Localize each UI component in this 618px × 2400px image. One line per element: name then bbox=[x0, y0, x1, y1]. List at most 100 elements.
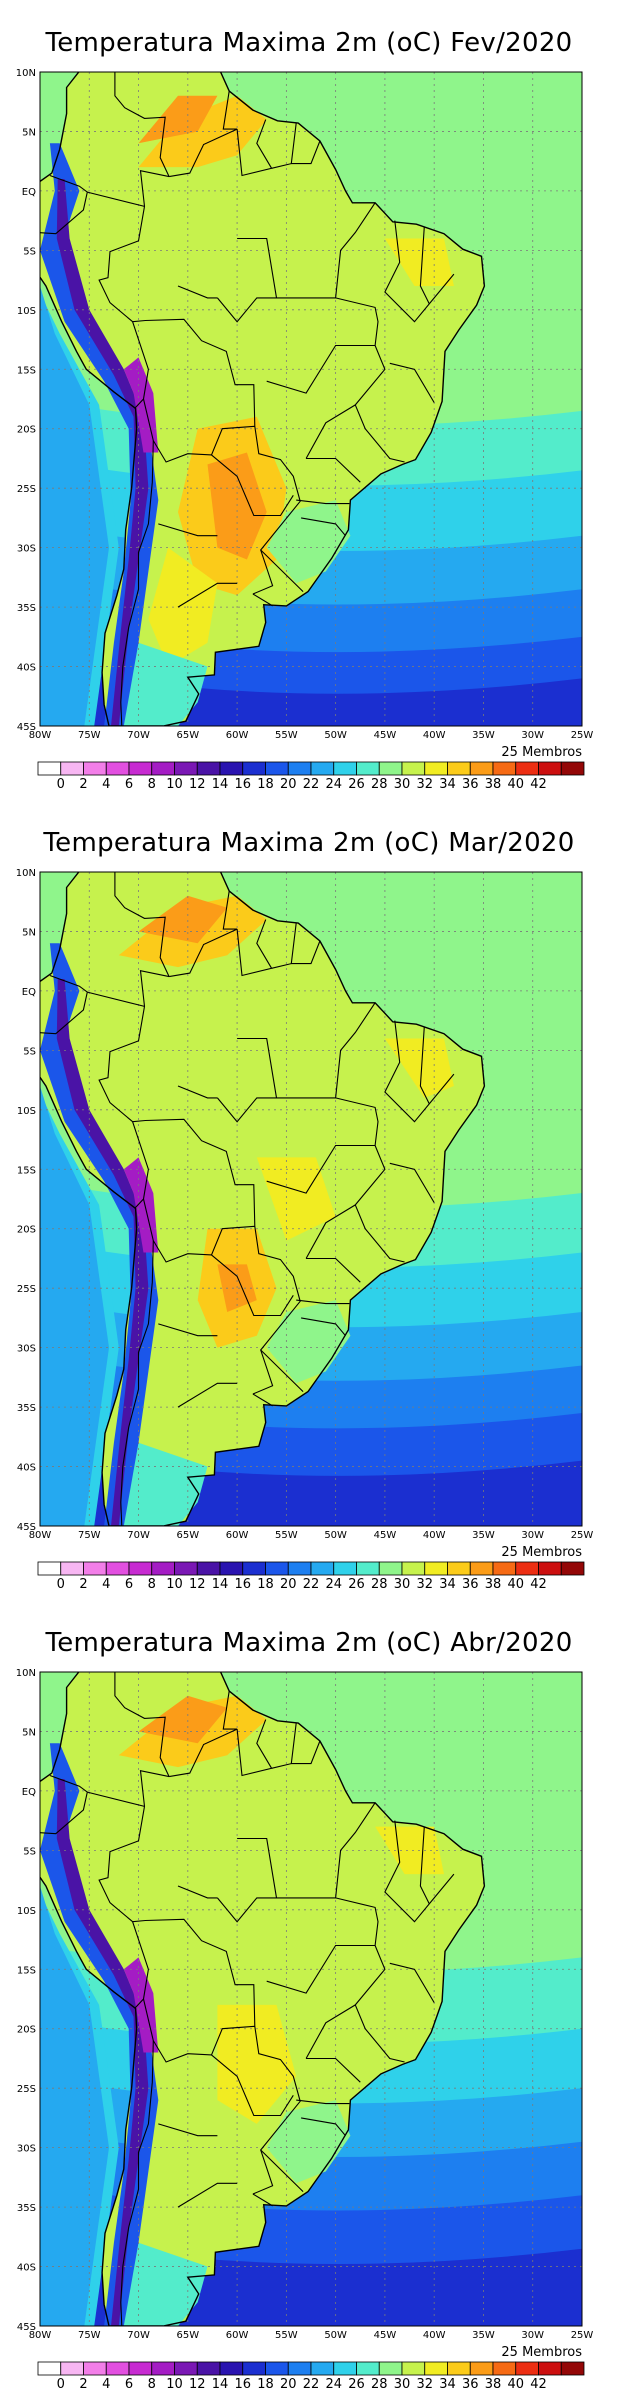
colorbar-label: 28 bbox=[371, 777, 388, 792]
country-border bbox=[291, 1740, 321, 1765]
temperature-map: 80W 75W 70W 65W 60W 55W 50W 45W 40W 35W 30W 25W 10N 5… bbox=[16, 1668, 594, 2392]
colorbar-label: 0 bbox=[57, 777, 65, 792]
country-border bbox=[158, 523, 218, 537]
colorbar-swatch bbox=[242, 2361, 266, 2376]
lat-label: 25S bbox=[17, 1284, 36, 1295]
colorbar-swatch bbox=[105, 2361, 130, 2376]
lat-label: 10N bbox=[16, 68, 36, 79]
map-title: Temperatura Maxima 2m (oC) Mar/2020 bbox=[43, 828, 575, 858]
colorbar-swatch bbox=[128, 761, 153, 776]
country-border bbox=[252, 1393, 273, 1407]
colorbar-swatch bbox=[492, 2361, 517, 2376]
colorbar-swatch bbox=[265, 761, 289, 776]
colorbar-label: 12 bbox=[189, 777, 206, 792]
andes-cold-core bbox=[56, 179, 149, 726]
lon-label: 55W bbox=[275, 1530, 298, 1541]
colorbar-label: 34 bbox=[439, 2377, 456, 2392]
cool-patch bbox=[118, 2242, 208, 2326]
colorbar-swatch bbox=[378, 2361, 403, 2376]
map-frame bbox=[39, 1671, 583, 2327]
colorbar-label: 22 bbox=[303, 1577, 320, 1592]
lat-label: 20S bbox=[17, 1225, 36, 1236]
colorbar-label: 22 bbox=[303, 777, 320, 792]
lon-label: 80W bbox=[29, 2330, 52, 2341]
colorbar-swatch bbox=[560, 761, 585, 776]
country-border bbox=[87, 1791, 145, 1807]
colorbar-label: 10 bbox=[166, 1577, 183, 1592]
colorbar-label: 0 bbox=[57, 2377, 65, 2392]
map-frame bbox=[39, 71, 583, 727]
country-border bbox=[335, 1802, 376, 1898]
land-field bbox=[40, 872, 485, 1526]
country-border bbox=[120, 440, 154, 726]
lat-label: 10S bbox=[17, 1906, 36, 1917]
colorbar-swatch bbox=[219, 761, 244, 776]
colorbar-swatch bbox=[37, 2361, 62, 2376]
colorbar-label: 10 bbox=[166, 777, 183, 792]
lon-label: 35W bbox=[472, 1530, 495, 1541]
country-border bbox=[211, 1254, 294, 1317]
cool-patch bbox=[118, 642, 208, 726]
colorbar-swatch bbox=[515, 2361, 539, 2376]
country-border bbox=[114, 72, 170, 177]
lat-label: 40S bbox=[17, 2263, 36, 2274]
lon-label: 75W bbox=[78, 1530, 101, 1541]
temperature-map: 80W 75W 70W 65W 60W 55W 50W 45W 40W 35W 30W 25W 10N 5… bbox=[16, 868, 594, 1592]
colorbar-label: 38 bbox=[485, 2377, 502, 2392]
lon-label: 80W bbox=[29, 1530, 52, 1541]
country-border bbox=[296, 499, 350, 505]
colorbar-label: 38 bbox=[485, 1577, 502, 1592]
country-border bbox=[301, 1317, 346, 1337]
country-border bbox=[40, 1774, 88, 1835]
colorbar-label: 12 bbox=[189, 1577, 206, 1592]
colorbar-label: 6 bbox=[125, 777, 133, 792]
colorbar-swatch bbox=[492, 761, 517, 776]
colorbar-swatch bbox=[60, 761, 84, 776]
country-border bbox=[252, 593, 273, 607]
colorbar-swatch bbox=[310, 761, 335, 776]
colorbar-label: 32 bbox=[416, 2377, 433, 2392]
colorbar-swatch bbox=[310, 1561, 335, 1576]
colorbar-label: 30 bbox=[394, 1577, 411, 1592]
colorbar-swatch bbox=[265, 2361, 289, 2376]
country-border bbox=[177, 2182, 238, 2208]
lon-label: 40W bbox=[423, 2330, 446, 2341]
colorbar-label: 6 bbox=[125, 1577, 133, 1592]
lon-label: 70W bbox=[127, 1530, 150, 1541]
colorbar-swatch bbox=[151, 761, 175, 776]
lat-label: 10S bbox=[17, 306, 36, 317]
colorbar-swatch bbox=[151, 2361, 175, 2376]
colorbar-swatch bbox=[538, 2361, 562, 2376]
country-border bbox=[169, 90, 238, 178]
cool-patch bbox=[118, 1442, 208, 1526]
country-border bbox=[301, 2117, 346, 2137]
colorbar-swatch bbox=[287, 2361, 312, 2376]
lon-label: 55W bbox=[275, 2330, 298, 2341]
warm-patch bbox=[217, 2004, 297, 2124]
country-border bbox=[252, 2149, 274, 2195]
colorbar-swatch bbox=[424, 761, 448, 776]
colorbar-label: 30 bbox=[394, 777, 411, 792]
country-border bbox=[169, 1690, 238, 1778]
lon-label: 30W bbox=[521, 2330, 544, 2341]
lat-label: 5N bbox=[22, 127, 36, 138]
country-border bbox=[389, 362, 435, 403]
lon-label: 65W bbox=[177, 1530, 200, 1541]
country-border bbox=[335, 1002, 376, 1098]
country-border bbox=[177, 1382, 238, 1408]
colorbar-swatch bbox=[515, 761, 539, 776]
country-border bbox=[177, 582, 238, 608]
country-border bbox=[354, 1204, 405, 1263]
colorbar-swatch bbox=[242, 761, 266, 776]
country-border bbox=[419, 226, 430, 305]
country-border bbox=[177, 1085, 218, 1099]
lat-label: 45S bbox=[17, 722, 36, 733]
lat-label: 30S bbox=[17, 1344, 36, 1355]
colorbar-label: 4 bbox=[102, 1577, 110, 1592]
colorbar-label: 18 bbox=[257, 1577, 274, 1592]
lat-label: 35S bbox=[17, 603, 36, 614]
country-border bbox=[354, 404, 405, 463]
colorbar-label: 2 bbox=[79, 2377, 87, 2392]
colorbar-swatch bbox=[287, 761, 312, 776]
colorbar-label: 28 bbox=[371, 2377, 388, 2392]
